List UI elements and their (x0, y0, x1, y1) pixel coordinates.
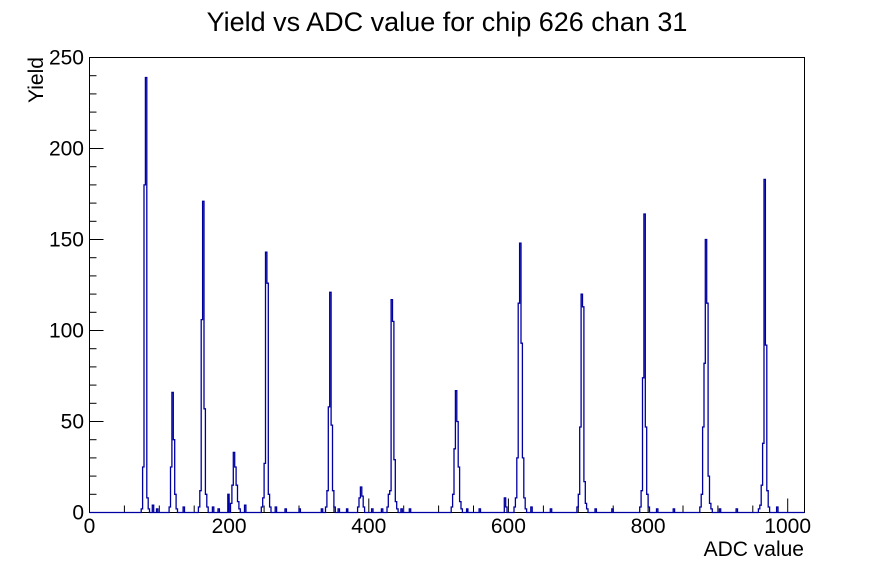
histogram-line (89, 76, 805, 514)
chart-title: Yield vs ADC value for chip 626 chan 31 (207, 7, 688, 37)
x-tick-label: 0 (84, 515, 96, 538)
y-tick-label: 150 (49, 229, 84, 252)
y-tick-label: 250 (49, 47, 84, 70)
y-tick-label: 50 (61, 411, 84, 434)
x-tick-label: 400 (351, 515, 386, 538)
y-tick-label: 0 (72, 502, 84, 525)
axis-tick-labels: 0 200 400 600 800 1000 0 50 100 150 200 250 (49, 47, 811, 539)
x-tick-label: 800 (631, 515, 666, 538)
x-tick-label: 600 (491, 515, 526, 538)
y-axis-title: Yield (25, 57, 48, 103)
plot-frame (89, 57, 805, 513)
y-tick-label: 200 (49, 138, 84, 161)
x-tick-label: 200 (212, 515, 247, 538)
y-tick-label: 100 (49, 320, 84, 343)
axis-ticks (89, 57, 789, 513)
x-axis-title: ADC value (704, 538, 804, 561)
x-tick-label: 1000 (764, 515, 811, 538)
